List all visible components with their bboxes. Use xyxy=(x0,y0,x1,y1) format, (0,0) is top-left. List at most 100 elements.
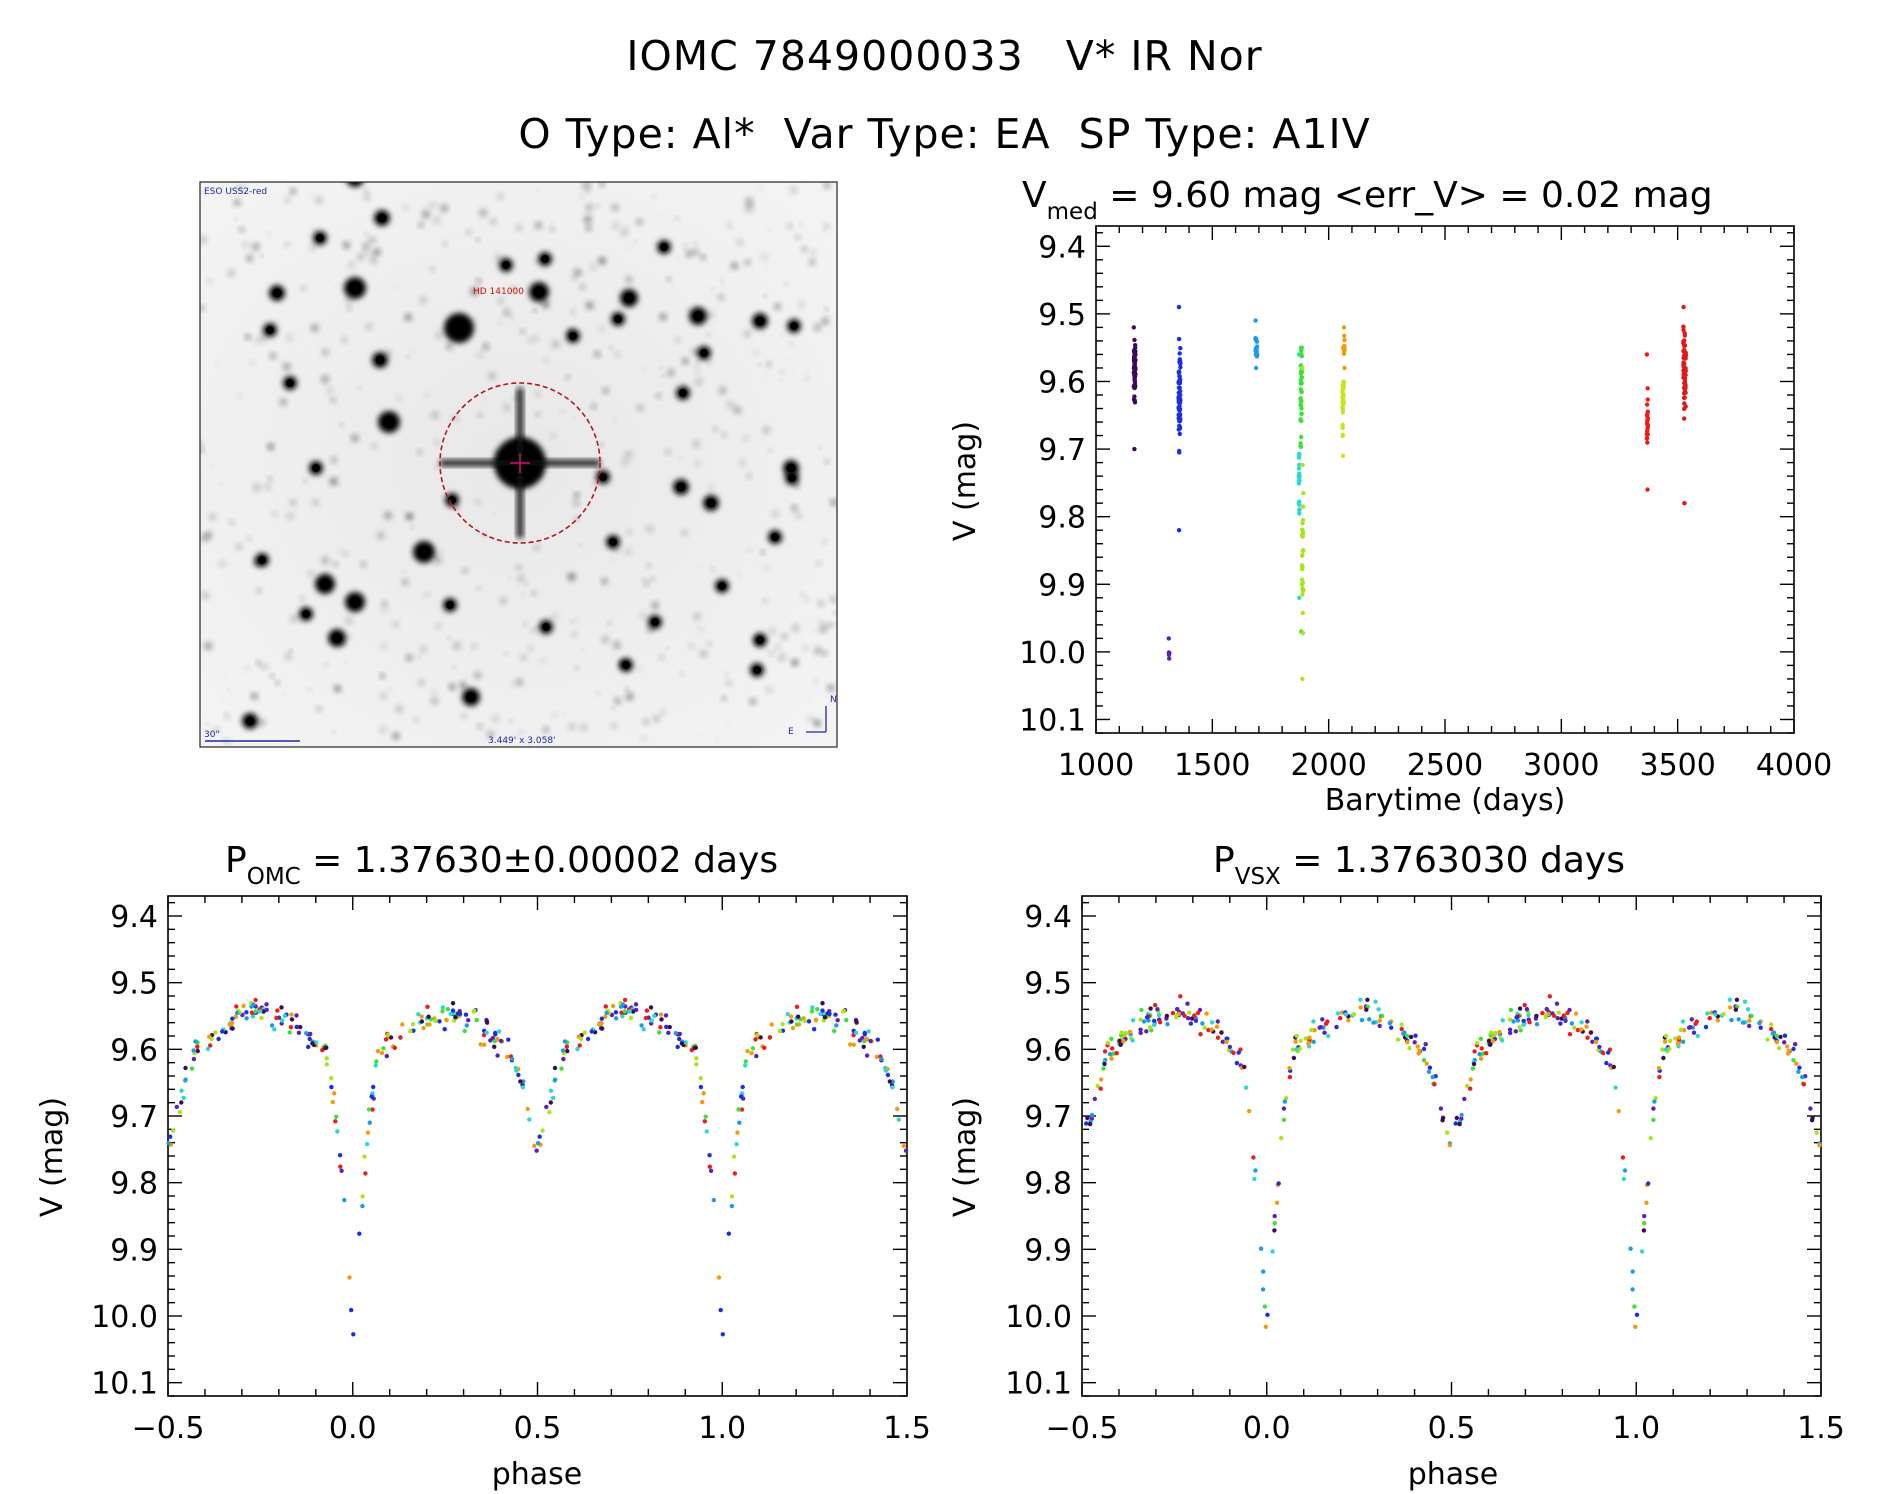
finder-faint-star xyxy=(321,349,329,356)
phase-vsx-point xyxy=(1628,1246,1633,1251)
finder-faint-star xyxy=(563,713,566,716)
phase-vsx-point xyxy=(1405,1040,1410,1045)
finder-faint-star xyxy=(609,345,614,350)
finder-faint-star xyxy=(224,712,228,715)
phase-vsx-point xyxy=(1351,1012,1357,1017)
finder-faint-star xyxy=(310,324,319,332)
finder-faint-star xyxy=(245,334,251,340)
finder-faint-star xyxy=(698,627,704,634)
phase-vsx-point xyxy=(1561,1013,1567,1018)
phase-omc-point xyxy=(304,1031,309,1036)
phase-omc-point xyxy=(241,1003,246,1009)
phase-omc-point xyxy=(264,1002,269,1007)
finder-faint-star xyxy=(423,591,430,598)
phase-vsx-point xyxy=(1462,1096,1467,1102)
finder-faint-star xyxy=(316,706,322,712)
phase-vsx-point xyxy=(1312,1028,1317,1033)
phase-vsx-point xyxy=(1471,1061,1477,1067)
phase-vsx-point xyxy=(1478,1036,1484,1042)
finder-faint-star xyxy=(591,482,596,487)
finder-faint-star xyxy=(683,243,688,249)
phase-omc-point xyxy=(857,1038,862,1043)
finder-faint-star xyxy=(816,560,822,566)
phase-omc-point xyxy=(347,1275,352,1280)
phase-vsx-point xyxy=(1311,1039,1316,1045)
finder-faint-star xyxy=(392,732,400,740)
finder-faint-star xyxy=(433,555,442,565)
finder-faint-star xyxy=(830,499,837,506)
finder-faint-star xyxy=(380,673,385,679)
finder-faint-star xyxy=(829,233,832,236)
phase-omc-point xyxy=(493,1030,498,1036)
finder-faint-star xyxy=(560,409,564,414)
finder-faint-star xyxy=(326,386,334,394)
header-vartype: Var Type: EA xyxy=(783,110,1051,158)
phase-omc-point xyxy=(853,1030,859,1035)
finder-faint-star xyxy=(791,505,798,511)
phase-vsx-point xyxy=(1526,1013,1531,1018)
phase-omc-point xyxy=(809,1009,815,1014)
finder-faint-star xyxy=(344,661,347,664)
phase-vsx-point xyxy=(1152,1018,1157,1024)
phase-vsx-xtick-label: 1.5 xyxy=(1797,1411,1845,1446)
finder-faint-star xyxy=(744,259,751,266)
phase-vsx-point xyxy=(1424,1061,1429,1066)
phase-omc-point xyxy=(342,1197,347,1203)
phase-omc-point xyxy=(726,1231,731,1236)
phase-omc-xtick-label: 0.5 xyxy=(514,1411,562,1446)
phase-omc-point xyxy=(901,1143,906,1149)
phase-vsx-point xyxy=(1691,1030,1697,1035)
finder-faint-star xyxy=(402,570,405,573)
phase-omc-point xyxy=(767,1035,773,1040)
phase-omc-point xyxy=(548,1088,554,1093)
lightcurve-point xyxy=(1342,337,1347,343)
lightcurve-xtick-label: 1500 xyxy=(1174,748,1250,783)
finder-faint-star xyxy=(599,182,605,187)
phase-vsx-point xyxy=(1554,1001,1560,1006)
phase-vsx-point xyxy=(1109,1056,1114,1061)
finder-faint-star xyxy=(201,190,205,194)
phase-vsx-point xyxy=(1534,1013,1539,1019)
finder-bright-star-core xyxy=(466,692,476,702)
finder-faint-star xyxy=(738,571,741,575)
finder-faint-star xyxy=(784,282,789,286)
finder-faint-star xyxy=(419,645,428,654)
finder-bright-star-core xyxy=(753,666,761,674)
phase-vsx-point xyxy=(1253,1168,1258,1173)
finder-faint-star xyxy=(692,440,700,448)
phase-omc-point xyxy=(603,1004,608,1009)
phase-omc-point xyxy=(282,1013,287,1019)
finder-faint-star xyxy=(303,479,308,484)
phase-vsx-point xyxy=(1517,1025,1522,1030)
phase-vsx-point xyxy=(1563,1018,1568,1023)
lightcurve-point xyxy=(1645,409,1651,414)
finder-faint-star xyxy=(787,223,793,229)
finder-faint-star xyxy=(813,323,822,332)
lightcurve-point xyxy=(1681,304,1686,310)
phase-vsx-point xyxy=(1117,1038,1122,1044)
finder-faint-star xyxy=(710,567,715,572)
header-iomc-id: IOMC 7849000033 xyxy=(626,32,1024,80)
finder-faint-star xyxy=(733,478,736,481)
phase-omc-point xyxy=(166,1141,171,1146)
finder-faint-star xyxy=(434,439,440,445)
phase-vsx-point xyxy=(1513,1029,1519,1034)
phase-vsx-point xyxy=(1521,1022,1526,1027)
phase-vsx-point xyxy=(1776,1046,1782,1051)
phase-omc-point xyxy=(518,1079,523,1084)
lightcurve-point xyxy=(1299,370,1305,375)
phase-vsx-point xyxy=(1098,1086,1103,1091)
finder-faint-star xyxy=(762,598,768,604)
phase-omc-ytick-label: 10.1 xyxy=(91,1367,158,1402)
finder-faint-star xyxy=(284,653,292,660)
phase-vsx-point xyxy=(1613,1085,1618,1090)
finder-faint-star xyxy=(213,726,221,734)
phase-vsx-point xyxy=(1326,1033,1331,1039)
finder-faint-star xyxy=(208,513,217,521)
finder-target-label: HD 141000 xyxy=(473,287,524,297)
lightcurve-point xyxy=(1340,425,1345,431)
finder-faint-star xyxy=(572,416,576,419)
phase-omc-point xyxy=(890,1085,895,1090)
phase-omc-point xyxy=(740,1084,745,1090)
